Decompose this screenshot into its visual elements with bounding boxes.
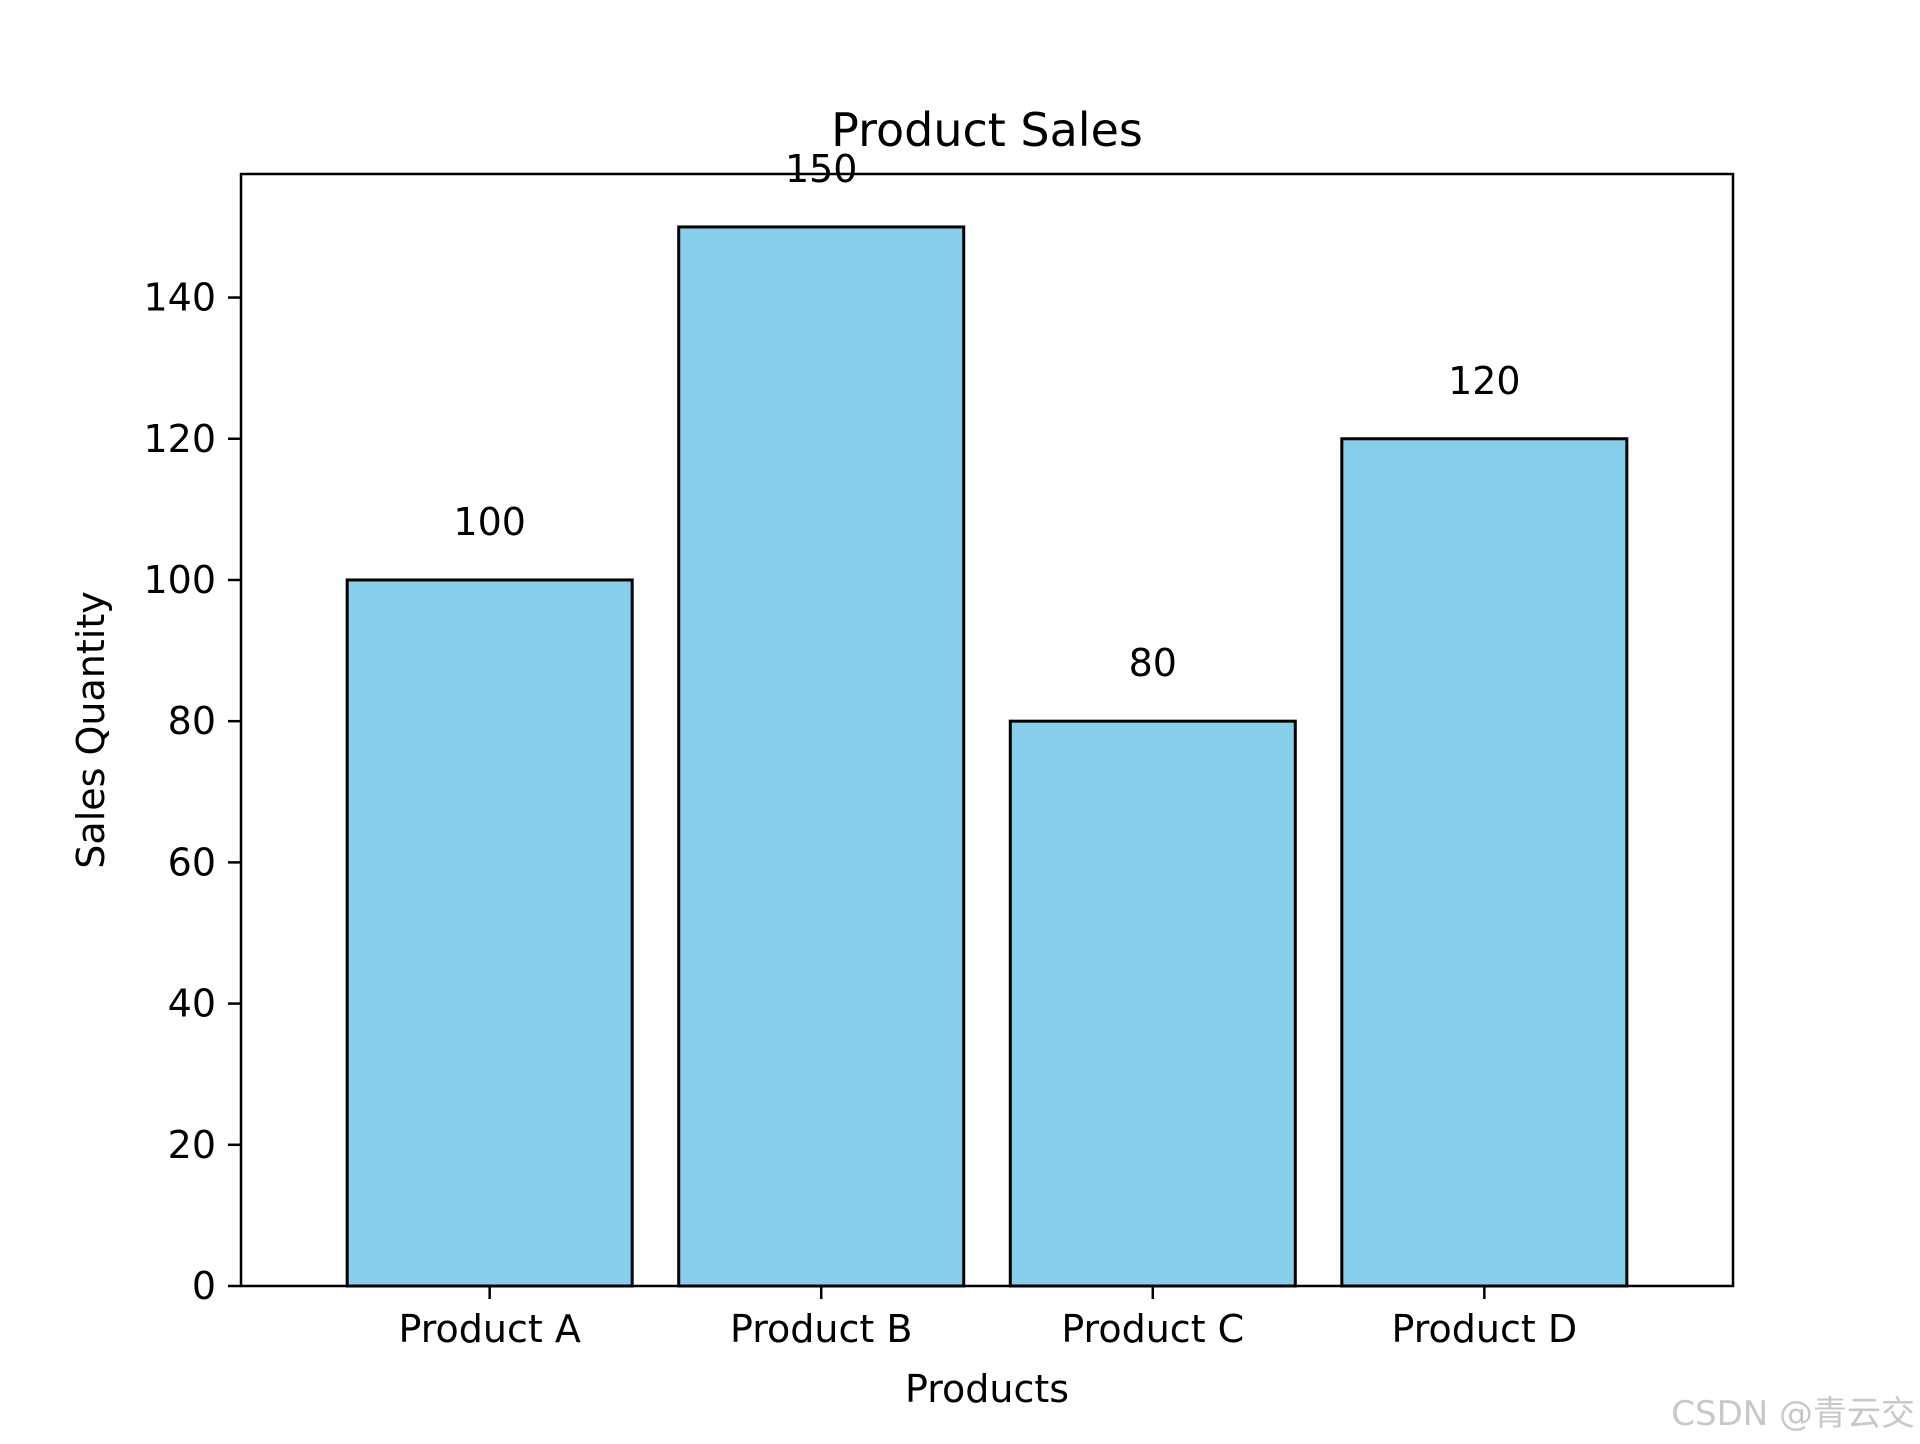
bar-product-b bbox=[677, 225, 966, 1288]
bar-product-d bbox=[1340, 437, 1629, 1288]
plot-frame bbox=[239, 172, 1735, 1288]
data-labels-group: 100 150 80 120 bbox=[453, 147, 1520, 685]
data-label: 100 bbox=[453, 500, 526, 544]
y-axis-label: Sales Quantity bbox=[69, 591, 113, 868]
y-tick-label: 100 bbox=[143, 558, 216, 602]
y-tick-label: 60 bbox=[168, 840, 216, 884]
bar-product-c bbox=[1008, 719, 1297, 1288]
y-tick-label: 40 bbox=[168, 982, 216, 1026]
x-axis: Product A Product B Product C Product D bbox=[398, 1286, 1577, 1351]
bars-group bbox=[345, 225, 1629, 1288]
x-tick-label: Product A bbox=[398, 1307, 580, 1351]
bar-product-a bbox=[345, 578, 634, 1288]
x-axis-label: Products bbox=[905, 1367, 1069, 1411]
y-axis: 0 20 40 60 80 100 120 140 bbox=[143, 276, 241, 1308]
x-tick-label: Product D bbox=[1392, 1307, 1578, 1351]
y-tick-label: 80 bbox=[168, 699, 216, 743]
x-tick-label: Product B bbox=[730, 1307, 912, 1351]
watermark: CSDN @青云交 bbox=[1671, 1394, 1915, 1434]
y-tick-label: 0 bbox=[192, 1264, 216, 1308]
y-tick-label: 20 bbox=[168, 1123, 216, 1167]
y-tick-label: 120 bbox=[143, 417, 216, 461]
y-tick-label: 140 bbox=[143, 276, 216, 320]
data-label: 80 bbox=[1129, 641, 1177, 685]
data-label: 120 bbox=[1448, 359, 1521, 403]
chart-title: Product Sales bbox=[831, 103, 1143, 157]
x-tick-label: Product C bbox=[1061, 1307, 1244, 1351]
data-label: 150 bbox=[785, 147, 858, 191]
